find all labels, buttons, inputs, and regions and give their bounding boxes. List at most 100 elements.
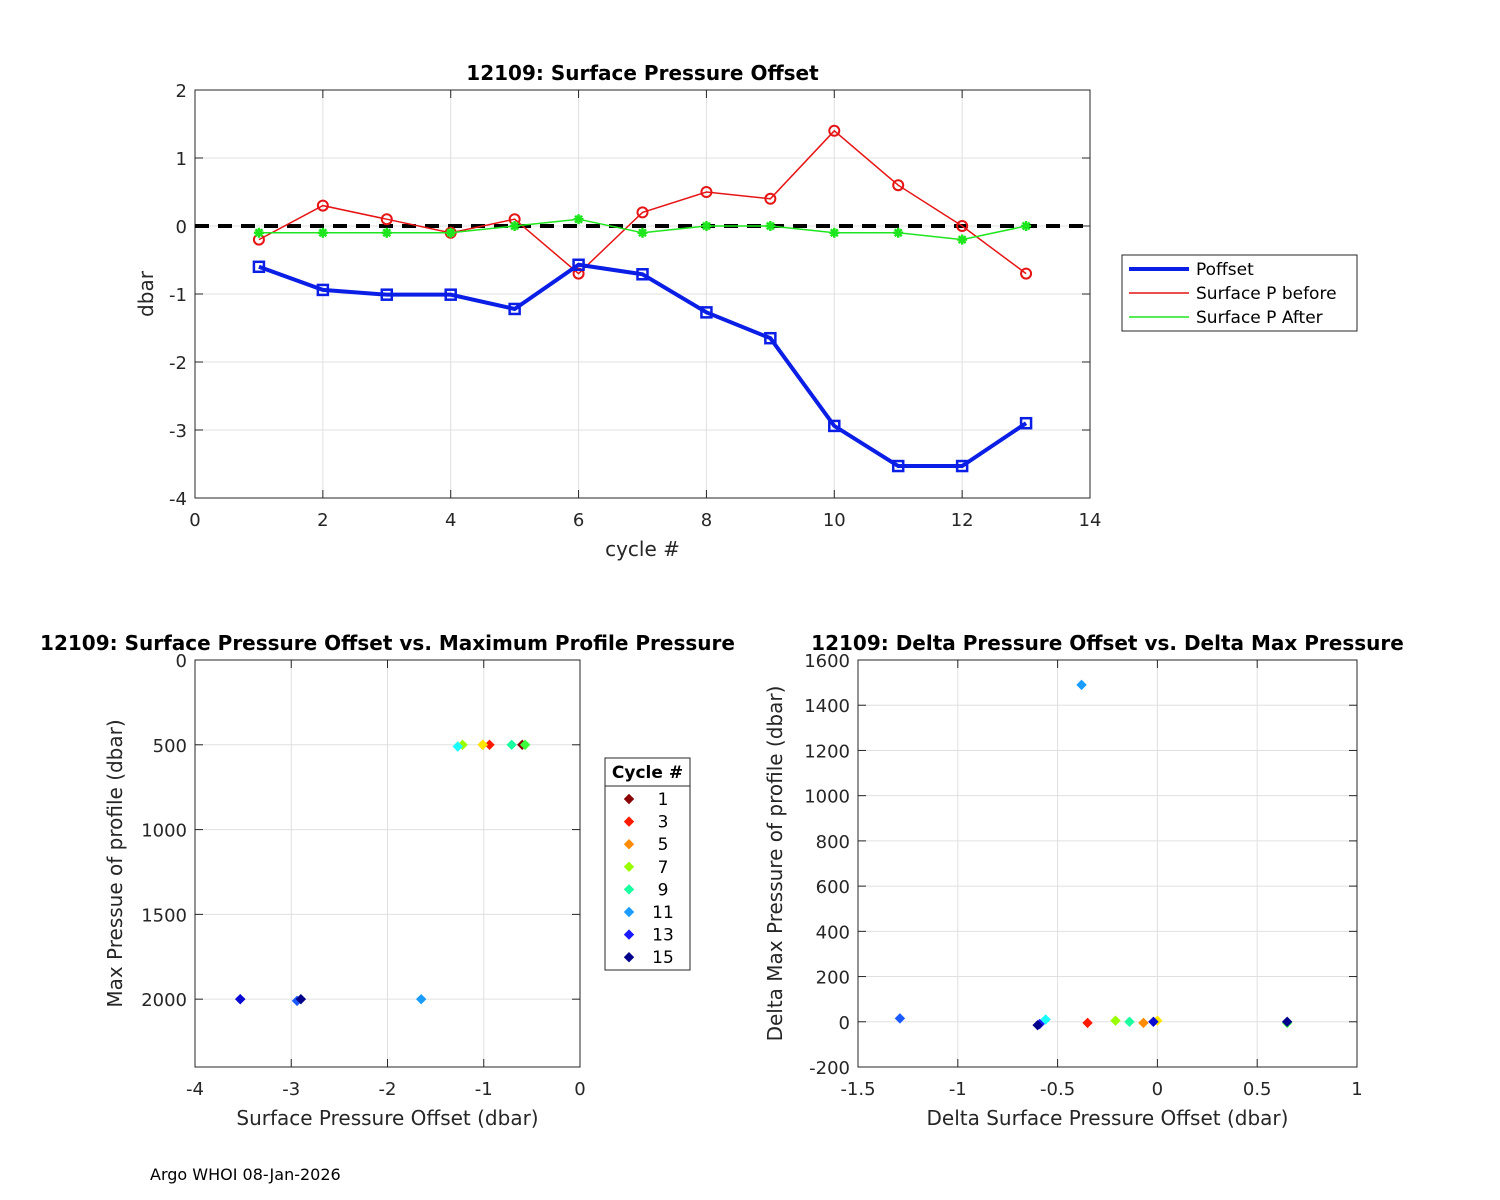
c1-point (1019, 416, 1033, 430)
c3-ytick-label: 800 (816, 832, 850, 853)
c2-ytick-label: 0 (176, 651, 187, 672)
c2-point (415, 993, 427, 1005)
c2-legend-label: 7 (658, 858, 669, 878)
c2-legend-swatch (623, 884, 635, 895)
c1-point (252, 260, 266, 274)
c1-point (892, 179, 905, 192)
c1-point (508, 302, 521, 316)
c1-xtick-label: 8 (701, 510, 712, 531)
c1-point (572, 258, 585, 272)
c3-point (1076, 679, 1087, 691)
c3-axes-frame (857, 659, 1358, 1068)
c3-ytick-label: 1400 (804, 696, 850, 717)
c1-point (765, 221, 776, 231)
c2-xtick-label: -4 (186, 1079, 204, 1100)
c2-axes-frame (194, 659, 581, 1068)
c1-ytick-label: -1 (169, 285, 187, 306)
c3-point (894, 1013, 906, 1024)
c2-xtick-label: -1 (475, 1079, 493, 1100)
c3-point (1148, 1016, 1159, 1027)
c1-ytick-label: 2 (176, 81, 187, 102)
c1-point (829, 227, 840, 238)
c2-legend-label: 1 (658, 790, 669, 810)
c1-ylabel: dbar (134, 270, 158, 317)
c3-point (1110, 1015, 1121, 1026)
c2-legend-swatch (623, 929, 635, 940)
c1-point (1020, 267, 1033, 280)
c2-point (506, 739, 517, 750)
c2-xlabel: Surface Pressure Offset (dbar) (236, 1106, 538, 1130)
c1-point (764, 192, 777, 205)
c1-point (380, 288, 394, 301)
c3-xtick-label: 0 (1152, 1079, 1163, 1100)
c1-point (573, 214, 584, 225)
c1-point (955, 459, 969, 473)
c1-point (828, 419, 841, 433)
c1-xtick-label: 4 (445, 510, 456, 531)
c1-point (956, 220, 969, 232)
c3-xtick-label: -1.5 (840, 1079, 875, 1100)
c2-ytick-label: 2000 (141, 990, 187, 1011)
c1-point (636, 268, 649, 281)
c2-xtick-label: -3 (282, 1079, 300, 1100)
c1-xtick-label: 2 (317, 510, 328, 531)
c2-legend-label: 13 (652, 926, 674, 946)
c1-point (700, 186, 713, 198)
c2-title: 12109: Surface Pressure Offset vs. Maxim… (40, 631, 735, 655)
footer-text: Argo WHOI 08-Jan-2026 (150, 1165, 341, 1184)
c1-point (893, 227, 904, 238)
c3-plot-area (858, 660, 1357, 1067)
c3-ytick-label: 600 (816, 877, 850, 898)
c2-legend-swatch (623, 861, 635, 873)
c2-ytick-label: 1500 (141, 905, 187, 926)
c2-legend-swatch (623, 906, 635, 918)
c3-ytick-label: 1000 (804, 787, 850, 808)
c1-xtick-label: 12 (951, 510, 974, 531)
c3-xtick-label: -1 (949, 1079, 967, 1100)
c1-axes-frame (194, 89, 1091, 499)
c1-point (380, 213, 393, 226)
c3-point (1032, 1019, 1043, 1031)
c2-legend-title: Cycle # (612, 763, 683, 783)
c3-point (1040, 1014, 1051, 1025)
c1-series-line-poffset (258, 262, 1028, 469)
c1-point (1021, 221, 1032, 231)
c2-legend-label: 5 (658, 835, 669, 855)
c2-xtick-label: 0 (574, 1079, 585, 1100)
c1-xtick-label: 14 (1079, 510, 1102, 531)
c1-xtick-label: 6 (573, 510, 584, 531)
c2-legend-swatch (623, 838, 635, 850)
c1-point (957, 234, 968, 245)
c2-point (484, 739, 495, 750)
c3-title: 12109: Delta Pressure Offset vs. Delta M… (811, 631, 1404, 655)
c1-point (444, 288, 457, 301)
c1-point (891, 459, 905, 473)
c2-point (452, 741, 463, 752)
c2-legend-label: 11 (652, 903, 674, 923)
c3-ytick-label: 200 (816, 968, 850, 989)
c1-point (637, 227, 648, 238)
c2-point (235, 993, 246, 1005)
c1-title: 12109: Surface Pressure Offset (466, 61, 819, 85)
c1-ytick-label: -3 (169, 421, 187, 442)
c1-point (445, 227, 456, 238)
c2-xtick-label: -2 (379, 1079, 397, 1100)
c2-legend-swatch (623, 816, 635, 827)
c2-point (477, 739, 488, 750)
c1-series-line-surface-p-before (258, 129, 1027, 275)
c1-legend-label: Surface P before (1196, 284, 1337, 304)
c1-legend-label: Poffset (1196, 260, 1254, 280)
c1-ytick-label: -2 (169, 353, 187, 374)
c2-legend-swatch (623, 951, 635, 963)
c2-ytick-label: 1000 (141, 821, 187, 842)
c1-ytick-label: -4 (169, 489, 187, 510)
c2-legend-swatch (623, 793, 635, 805)
c3-ytick-label: 0 (839, 1013, 850, 1034)
c1-xtick-label: 10 (823, 510, 846, 531)
c1-xlabel: cycle # (605, 537, 680, 561)
c3-xtick-label: -0.5 (1040, 1079, 1075, 1100)
c1-ytick-label: 1 (176, 149, 187, 170)
c3-xlabel: Delta Surface Pressure Offset (dbar) (927, 1106, 1289, 1130)
c3-xtick-label: 1 (1351, 1079, 1362, 1100)
